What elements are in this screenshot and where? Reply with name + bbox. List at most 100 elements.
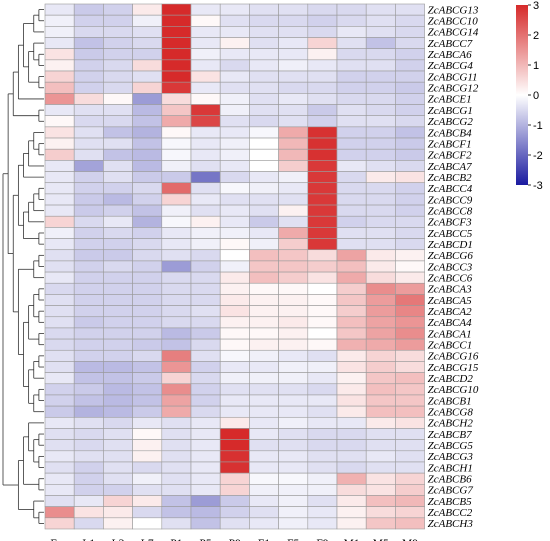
heatmap-cell [103,249,133,262]
heatmap-cell [132,405,163,418]
heatmap-cell [44,227,75,239]
heatmap-cell [278,26,309,38]
heatmap-cell [219,305,250,318]
heatmap-cell [249,26,279,38]
heatmap-cell [44,372,75,385]
heatmap-cell [161,171,192,184]
heatmap-cell [365,48,396,61]
heatmap-cell [395,59,425,72]
heatmap-cell [103,372,133,385]
heatmap-cell [44,416,75,429]
heatmap-cell [190,26,221,38]
heatmap-cell [190,182,221,195]
heatmap-cell [278,204,309,217]
heatmap-cell [307,48,338,61]
heatmap-cell [132,260,163,273]
heatmap-cell [219,26,250,38]
heatmap-cell [365,238,396,251]
heatmap-cell [132,506,163,519]
heatmap-cell [103,472,133,485]
heatmap-cell [278,305,309,318]
row-label: ZcABCC10 [428,16,479,28]
heatmap-cell [278,238,309,251]
heatmap-cell [365,316,396,329]
heatmap-cell [336,148,367,161]
heatmap-cell [44,260,75,273]
heatmap-cell [395,428,425,440]
row-label: ZcABCA2 [428,306,472,318]
heatmap-cell [307,81,338,94]
heatmap-cell [132,472,163,485]
heatmap-cell [395,394,425,407]
heatmap-cell [132,327,163,340]
heatmap-cell [307,349,338,362]
heatmap-cell [249,3,279,16]
heatmap-cell [219,461,250,474]
heatmap-cell [219,394,250,407]
heatmap-cell [219,484,250,496]
heatmap-cell [278,14,309,27]
row-label: ZcABCC6 [428,272,473,284]
column-label: F5 [287,538,299,541]
heatmap-cell [73,26,104,38]
heatmap-cell [190,271,221,284]
heatmap-cell [190,349,221,362]
heatmap-cell [190,249,221,262]
heatmap-cell [249,59,279,72]
heatmap-cell [249,14,279,27]
heatmap-cell [278,104,309,116]
heatmap-cell [44,238,75,251]
heatmap-cell [219,14,250,27]
heatmap-cell [132,271,163,284]
heatmap-cell [44,3,75,16]
heatmap-cell [219,271,250,284]
heatmap-cell [44,282,75,295]
heatmap-cell [73,405,104,418]
color-legend-bar [516,5,528,185]
column-label: P1 [170,538,182,541]
heatmap-cell [278,472,309,485]
heatmap-cell [365,428,396,440]
heatmap-cell [190,215,221,228]
heatmap-cell [395,327,425,340]
heatmap-cell [219,115,250,128]
heatmap-cell [132,81,163,94]
heatmap-cell [161,238,192,251]
heatmap-cell [190,160,221,172]
heatmap-cell [161,160,192,172]
heatmap-cell [132,484,163,496]
heatmap-cell [44,349,75,362]
heatmap-cell [73,416,104,429]
heatmap-cell [219,137,250,150]
heatmap-cell [395,450,425,463]
heatmap-cell [395,349,425,362]
heatmap-cell [132,227,163,239]
heatmap-cell [395,338,425,351]
heatmap-cell [336,372,367,385]
heatmap-cell [365,104,396,116]
heatmap-cell [336,48,367,61]
heatmap-cell [132,70,163,83]
heatmap-cell [103,215,133,228]
heatmap-cell [336,294,367,306]
heatmap-cell [73,249,104,262]
heatmap-cell [73,305,104,318]
heatmap-cell [307,495,338,507]
heatmap-cell [161,506,192,519]
column-label: F1 [258,538,270,541]
heatmap-cell [249,461,279,474]
heatmap-cell [249,316,279,329]
heatmap-cell [44,148,75,161]
heatmap-cell [278,428,309,440]
heatmap-cell [73,472,104,485]
heatmap-cell [103,439,133,452]
heatmap-cell [219,506,250,519]
heatmap-cell [73,394,104,407]
heatmap-cell [395,93,425,105]
heatmap-cell [73,316,104,329]
heatmap-cell [161,227,192,239]
heatmap-cell [44,461,75,474]
heatmap-cell [278,137,309,150]
heatmap-cell [44,182,75,195]
heatmap-cell [161,81,192,94]
